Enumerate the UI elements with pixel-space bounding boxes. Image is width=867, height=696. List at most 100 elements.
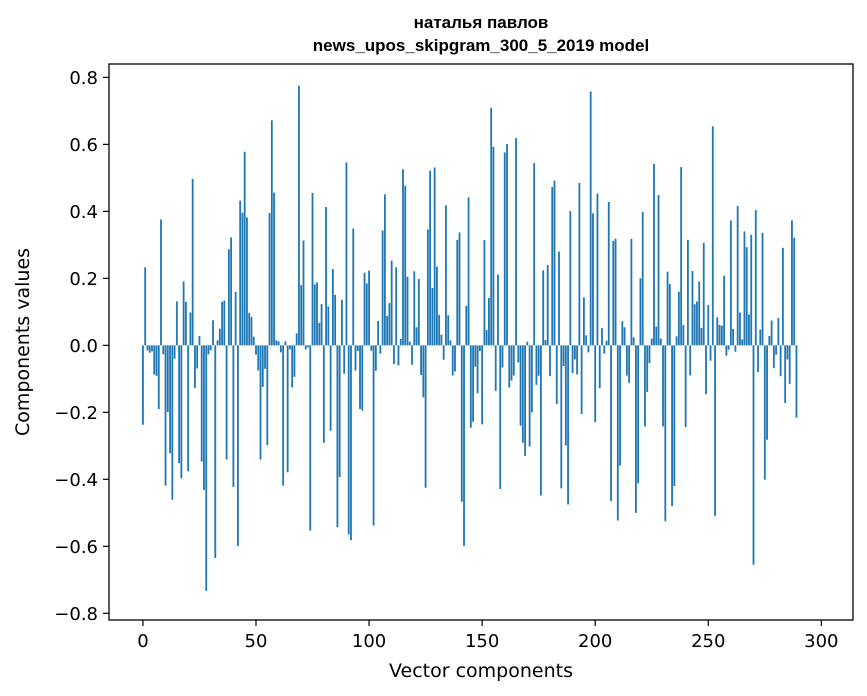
bar-80 [322, 345, 325, 443]
bar-53 [261, 345, 264, 387]
bar-7 [157, 345, 160, 409]
bar-262 [734, 345, 737, 352]
bar-238 [680, 167, 683, 346]
y-tick-label: −0.8 [54, 604, 98, 625]
bar-33 [216, 340, 219, 346]
bar-194 [580, 345, 583, 415]
bar-71 [302, 240, 305, 346]
bar-90 [345, 162, 348, 346]
y-tick-label: −0.6 [54, 537, 98, 558]
bar-18 [182, 281, 185, 346]
bar-109 [388, 303, 391, 346]
bar-139 [456, 239, 459, 346]
bar-21 [189, 312, 192, 346]
bar-146 [472, 345, 474, 422]
bar-95 [356, 345, 359, 352]
bar-253 [714, 345, 716, 516]
bar-266 [743, 231, 746, 346]
bar-96 [359, 345, 361, 409]
bar-168 [521, 345, 524, 443]
bar-110 [390, 260, 393, 346]
bar-45 [243, 151, 246, 346]
bar-267 [745, 247, 748, 346]
bar-141 [460, 345, 463, 502]
bar-200 [594, 345, 597, 423]
bar-65 [289, 345, 291, 350]
bar-228 [657, 194, 660, 346]
bar-234 [671, 345, 673, 507]
bar-269 [750, 234, 753, 346]
bar-89 [343, 345, 346, 374]
bar-29 [207, 345, 210, 355]
bar-107 [383, 194, 386, 346]
bar-10 [164, 345, 167, 486]
bar-140 [458, 232, 461, 346]
bar-235 [673, 345, 676, 487]
bar-198 [589, 91, 592, 346]
bar-98 [363, 272, 366, 346]
bar-31 [212, 320, 214, 346]
bar-191 [573, 345, 576, 360]
bar-184 [558, 251, 560, 346]
bar-240 [684, 345, 687, 428]
bar-270 [752, 345, 755, 565]
bar-13 [171, 345, 174, 500]
bar-211 [619, 345, 621, 466]
bar-9 [162, 345, 165, 355]
bar-232 [666, 271, 669, 346]
bar-101 [370, 345, 373, 351]
bar-119 [411, 345, 413, 365]
bar-196 [585, 335, 588, 346]
bar-11 [166, 345, 169, 412]
bar-118 [408, 341, 411, 346]
bar-74 [309, 345, 312, 531]
bar-44 [241, 212, 244, 346]
bar-212 [621, 321, 624, 346]
bar-87 [338, 345, 341, 477]
bar-278 [770, 320, 773, 346]
bar-225 [650, 338, 653, 346]
bar-37 [225, 345, 228, 460]
bar-224 [648, 345, 651, 364]
bar-38 [227, 249, 230, 346]
bar-287 [791, 220, 793, 346]
bar-19 [184, 301, 187, 346]
chart-title-line2: news_upos_skipgram_300_5_2019 model [313, 36, 649, 55]
bar-156 [494, 345, 497, 391]
bar-61 [279, 345, 282, 353]
bar-26 [200, 345, 203, 462]
bar-131 [438, 314, 441, 346]
bar-15 [175, 301, 178, 346]
bar-277 [768, 335, 771, 346]
bar-115 [402, 169, 404, 346]
bar-69 [298, 85, 300, 346]
bar-188 [567, 345, 569, 505]
bar-30 [209, 345, 212, 351]
bar-247 [700, 327, 703, 346]
bar-226 [653, 163, 655, 346]
y-tick-label: 0.6 [69, 135, 98, 156]
bar-252 [711, 126, 714, 346]
bar-5 [153, 345, 156, 375]
bar-263 [736, 206, 739, 346]
bar-125 [424, 345, 427, 488]
bar-151 [483, 240, 486, 346]
bar-153 [488, 298, 490, 346]
bar-177 [542, 270, 545, 346]
bar-206 [607, 202, 610, 346]
bar-213 [623, 327, 626, 346]
bar-129 [433, 167, 436, 346]
bar-94 [354, 345, 357, 371]
y-axis-label: Components values [12, 248, 34, 436]
bar-51 [257, 345, 260, 371]
bar-150 [481, 345, 484, 425]
bar-14 [173, 345, 176, 359]
bar-130 [436, 266, 438, 346]
bar-114 [399, 338, 402, 346]
y-axis-ticks: −0.8 −0.6 −0.4 −0.2 0.0 0.2 0.4 0.6 0.8 [54, 68, 109, 625]
bar-102 [372, 345, 375, 526]
bar-192 [576, 345, 579, 375]
bar-251 [709, 345, 712, 361]
bar-67 [293, 345, 296, 377]
